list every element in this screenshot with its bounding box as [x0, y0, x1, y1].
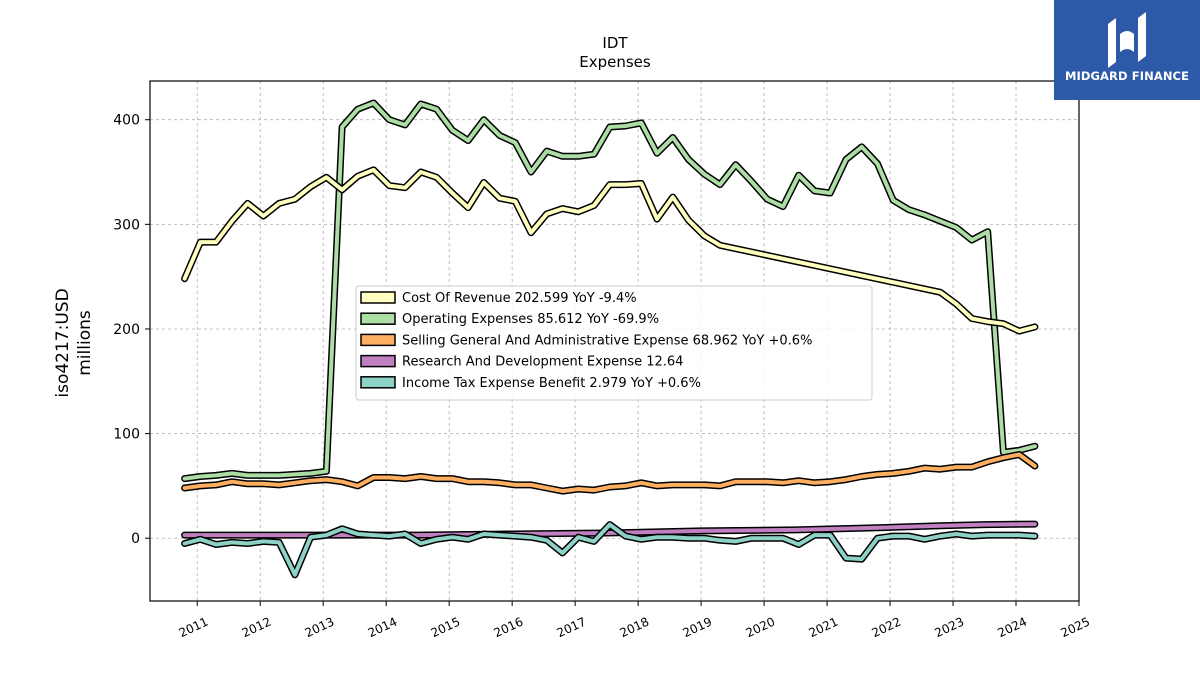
legend-swatch	[360, 354, 396, 368]
series-operating_expenses	[181, 99, 1039, 483]
brand-logo: MIDGARD FINANCE	[1054, 0, 1200, 100]
x-tick-label: 2021	[807, 615, 841, 641]
series-sga-line	[182, 452, 1037, 494]
series-operating_expenses-line	[182, 101, 1037, 481]
x-tick-label: 2012	[240, 615, 274, 641]
x-tick-label: 2018	[618, 615, 652, 641]
legend-swatch	[360, 291, 396, 304]
x-tick-label: 2023	[933, 615, 967, 641]
legend-entry: Research And Development Expense 12.64	[402, 355, 683, 370]
x-tick-label: 2016	[492, 615, 526, 641]
chart-legend: Cost Of Revenue 202.599 YoY -9.4% Operati…	[355, 285, 873, 401]
plot-frame	[149, 80, 1080, 602]
series-income_tax-line	[182, 522, 1037, 577]
legend-entry: Cost Of Revenue 202.599 YoY -9.4%	[402, 291, 637, 306]
x-tick-label: 2019	[681, 615, 715, 641]
legend-box	[355, 285, 873, 401]
x-tick-label: 2015	[429, 615, 463, 641]
y-axis-unit-label: millions	[75, 310, 95, 376]
legend-entry: Operating Expenses 85.612 YoY -69.9%	[402, 312, 659, 327]
series-cost_of_revenue-line	[182, 167, 1037, 334]
y-tick-label: 100	[113, 427, 140, 443]
x-tick-label: 2014	[366, 615, 400, 641]
x-tick-label: 2011	[177, 615, 211, 641]
chart-series	[181, 99, 1039, 579]
legend-swatch	[360, 376, 396, 389]
x-tick-label: 2020	[744, 615, 778, 641]
x-tick-label: 2022	[870, 615, 904, 641]
y-tick-label: 300	[113, 217, 140, 233]
legend-entry: Income Tax Expense Benefit 2.979 YoY +0.…	[402, 376, 701, 391]
x-tick-label: 2024	[996, 615, 1030, 641]
x-tick-label: 2013	[303, 615, 337, 641]
series-cost_of_revenue	[181, 166, 1039, 335]
y-tick-label: 0	[131, 531, 140, 547]
series-income_tax	[181, 521, 1039, 579]
brand-name: MIDGARD FINANCE	[1064, 69, 1190, 83]
series-sga	[181, 451, 1039, 495]
legend-swatch	[360, 312, 396, 325]
legend-entry: Selling General And Administrative Expen…	[402, 333, 812, 348]
x-tick-label: 2025	[1059, 615, 1093, 641]
y-tick-label: 400	[113, 113, 140, 129]
y-axis-label: iso4217:USD	[53, 288, 73, 397]
x-tick-label: 2017	[555, 615, 589, 641]
legend-swatch	[360, 333, 396, 347]
y-tick-label: 200	[113, 322, 140, 338]
chart-subtitle: Expenses	[579, 53, 651, 71]
chart-title: IDT	[602, 34, 628, 52]
midgard-logo-icon	[1108, 12, 1146, 68]
